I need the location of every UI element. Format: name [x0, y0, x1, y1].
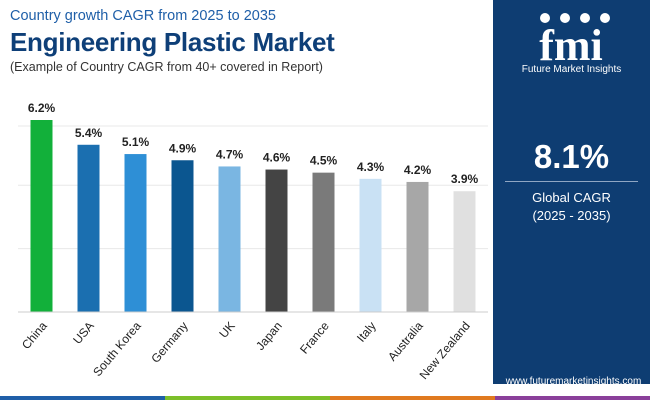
bottom-bar-segment	[165, 396, 330, 400]
website-link[interactable]: www.futuremarketinsights.com	[505, 376, 642, 387]
bottom-bar-segment	[0, 396, 165, 400]
bar-uk	[218, 166, 241, 312]
bar-usa	[77, 144, 100, 312]
x-tick-label: UK	[216, 319, 237, 341]
bar-italy	[359, 178, 382, 312]
bar-australia	[406, 181, 429, 312]
bar-south-korea	[124, 154, 147, 312]
bar-japan	[265, 169, 288, 312]
global-cagr-label: Global CAGR	[532, 190, 611, 205]
data-label: 3.9%	[451, 172, 479, 186]
panel-divider	[505, 181, 638, 182]
chart-header: Country growth CAGR from 2025 to 2035 En…	[10, 6, 480, 76]
bar-china	[30, 120, 53, 312]
logo-dot-icon	[540, 13, 550, 23]
data-label: 5.4%	[75, 126, 103, 140]
data-label: 4.3%	[357, 160, 385, 174]
data-label: 4.6%	[263, 151, 291, 165]
x-tick-label: USA	[70, 319, 97, 347]
bar-chart: 6.2% China 5.4% USA 5.1% South Korea 4.9% Germa…	[18, 101, 488, 382]
x-tick-label: Australia	[385, 319, 426, 364]
data-label: 4.2%	[404, 163, 432, 177]
chart-note: (Example of Country CAGR from 40+ covere…	[10, 60, 323, 74]
logo-dot-icon	[600, 13, 610, 23]
summary-panel: fmi Future Market Insights 8.1% Global C…	[493, 0, 650, 384]
logo-company-name: Future Market Insights	[521, 64, 622, 75]
bar-france	[312, 172, 335, 312]
x-tick-label: Japan	[253, 319, 285, 353]
global-cagr-period: (2025 - 2035)	[532, 208, 611, 223]
data-label: 4.5%	[310, 154, 338, 168]
global-cagr-value: 8.1%	[533, 138, 610, 175]
x-tick-label: Italy	[354, 319, 379, 345]
data-label: 5.1%	[122, 135, 150, 149]
chart-subtitle: Country growth CAGR from 2025 to 2035	[10, 8, 276, 24]
x-tick-label: South Korea	[90, 319, 144, 379]
data-label: 6.2%	[28, 101, 56, 115]
bottom-color-bar	[0, 396, 650, 400]
data-label: 4.7%	[216, 147, 244, 161]
x-tick-label: China	[19, 319, 50, 352]
data-label: 4.9%	[169, 141, 197, 155]
chart-title: Engineering Plastic Market	[10, 27, 335, 57]
fmi-logo: fmi Future Market Insights	[493, 8, 650, 76]
bottom-bar-segment	[495, 396, 650, 400]
logo-dot-icon	[560, 13, 570, 23]
bar-germany	[171, 160, 194, 312]
bottom-bar-segment	[330, 396, 495, 400]
logo-dot-icon	[580, 13, 590, 23]
bar-new-zealand	[453, 191, 476, 312]
fmi-logo-mark: fmi	[539, 13, 610, 70]
x-tick-label: France	[297, 319, 332, 357]
x-tick-label: Germany	[148, 319, 190, 366]
logo-letters: fmi	[539, 21, 603, 68]
